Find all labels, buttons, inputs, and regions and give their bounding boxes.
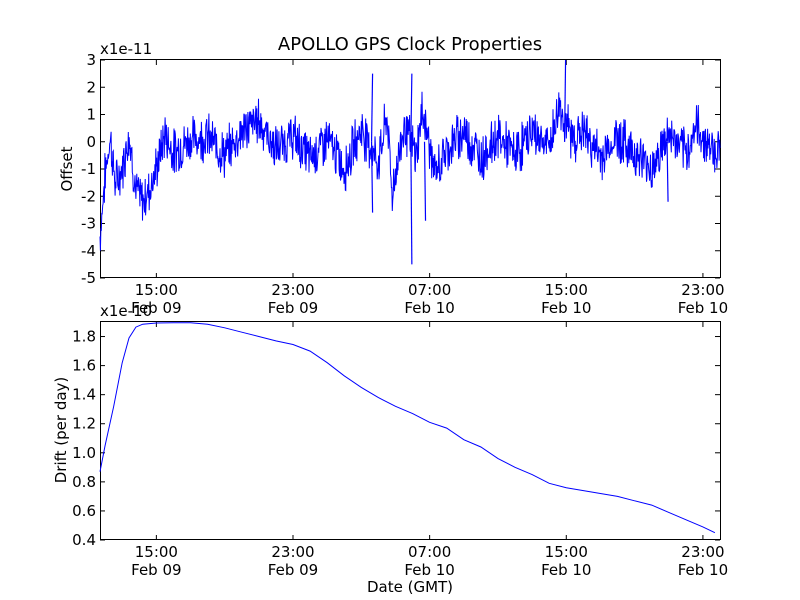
drift-ylabel: Drift (per day) xyxy=(52,377,70,484)
offset-xtick-time: 15:00 xyxy=(545,281,588,299)
offset-ytick-label: 3 xyxy=(86,51,96,69)
drift-ytick-label: 1.8 xyxy=(72,328,96,346)
drift-xtick-time: 23:00 xyxy=(681,543,724,561)
drift-xlabel: Date (GMT) xyxy=(367,578,453,596)
offset-xtick-time: 23:00 xyxy=(681,281,724,299)
drift-xtick-date: Feb 10 xyxy=(541,561,591,579)
offset-series-line xyxy=(99,91,721,251)
offset-xtick-date: Feb 09 xyxy=(268,299,318,317)
drift-ytick-label: 1.0 xyxy=(72,444,96,462)
offset-spike xyxy=(370,141,374,213)
offset-ytick-label: 0 xyxy=(86,133,96,151)
offset-spike xyxy=(423,141,427,221)
drift-axes-frame xyxy=(100,321,721,540)
offset-ytick-label: -3 xyxy=(81,215,96,233)
offset-multiplier-label: x1e-11 xyxy=(100,40,152,58)
offset-xtick-date: Feb 10 xyxy=(541,299,591,317)
offset-spike xyxy=(370,73,374,142)
drift-panel: x1e-10 Drift (per day) 1.8 1.6 1.4 1.2 1.0 0.… xyxy=(52,302,728,596)
chart-title: APOLLO GPS Clock Properties xyxy=(278,34,542,55)
drift-multiplier-label: x1e-10 xyxy=(100,302,152,320)
offset-spike xyxy=(666,141,669,202)
offset-ytick-label: -5 xyxy=(81,269,96,287)
offset-xtick-date: Feb 10 xyxy=(678,299,728,317)
drift-ytick-label: 0.8 xyxy=(72,473,96,491)
drift-ytick-label: 1.2 xyxy=(72,415,96,433)
drift-xtick-date: Feb 09 xyxy=(131,561,181,579)
offset-xtick-time: 15:00 xyxy=(135,281,178,299)
offset-ytick-label: 2 xyxy=(86,78,96,96)
offset-ytick-label: -2 xyxy=(81,187,96,205)
offset-xtick-time: 23:00 xyxy=(271,281,314,299)
offset-ytick-label: -1 xyxy=(81,160,96,178)
drift-xtick-date: Feb 10 xyxy=(678,561,728,579)
offset-xtick-time: 07:00 xyxy=(408,281,451,299)
offset-ylabel: Offset xyxy=(58,146,76,191)
offset-ytick-label: -4 xyxy=(81,242,96,260)
drift-xtick-time: 07:00 xyxy=(408,543,451,561)
offset-xtick-date: Feb 10 xyxy=(404,299,454,317)
drift-xtick-date: Feb 09 xyxy=(268,561,318,579)
drift-xtick-time: 15:00 xyxy=(135,543,178,561)
drift-ytick-label: 0.4 xyxy=(72,531,96,549)
offset-ytick-label: 1 xyxy=(86,106,96,124)
offset-spike xyxy=(410,73,413,142)
drift-ytick-label: 0.6 xyxy=(72,502,96,520)
drift-xtick-time: 23:00 xyxy=(271,543,314,561)
drift-xtick-time: 15:00 xyxy=(545,543,588,561)
drift-xtick-date: Feb 10 xyxy=(404,561,454,579)
offset-xtick-date: Feb 09 xyxy=(131,299,181,317)
offset-spike xyxy=(563,59,567,142)
drift-ytick-label: 1.6 xyxy=(72,357,96,375)
offset-spike xyxy=(410,141,413,265)
drift-ytick-label: 1.4 xyxy=(72,386,96,404)
drift-series-line xyxy=(99,322,716,534)
